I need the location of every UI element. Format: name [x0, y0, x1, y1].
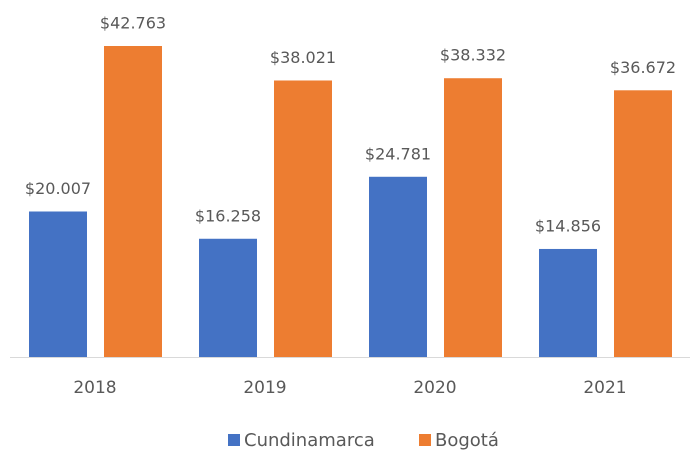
bar [444, 78, 502, 358]
value-label: $42.763 [100, 14, 166, 33]
legend-label: Cundinamarca [244, 430, 375, 451]
bar [199, 238, 257, 357]
bar [369, 176, 427, 357]
value-label: $16.258 [195, 206, 261, 225]
bar [614, 90, 672, 357]
x-tick-label: 2021 [583, 378, 626, 398]
value-label: $36.672 [610, 58, 676, 77]
bar [104, 46, 162, 357]
value-label: $38.332 [440, 46, 506, 65]
value-label: $14.856 [535, 216, 601, 235]
legend-swatch [228, 434, 240, 446]
x-tick-label: 2018 [73, 378, 116, 398]
x-tick-label: 2020 [413, 378, 456, 398]
bar [29, 211, 87, 357]
bar [539, 248, 597, 357]
value-label: $24.781 [365, 144, 431, 163]
value-label: $20.007 [25, 179, 91, 198]
bar [274, 80, 332, 357]
x-tick-label: 2019 [243, 378, 286, 398]
legend-label: Bogotá [435, 430, 499, 451]
value-label: $38.021 [270, 48, 336, 67]
legend-swatch [419, 434, 431, 446]
